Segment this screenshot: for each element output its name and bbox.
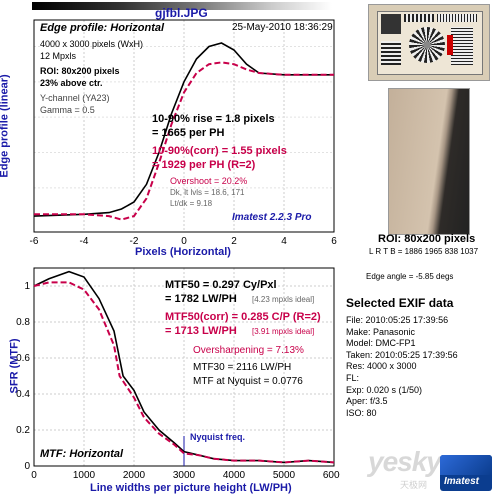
mtf-ytick-label: 1 [24,281,30,292]
edge-above: 23% above ctr. [40,78,103,88]
edge-series-line [34,61,334,221]
edge-xtick-label: 0 [181,236,187,247]
mtf-series-line [33,281,335,464]
mtf-ylabel: SFR (MTF) [8,338,21,394]
exif-line: ISO: 80 [346,407,377,418]
imatest-logo-text: Imatest [444,476,480,487]
mtf-xlabel: Line widths per picture height (LW/PH) [90,482,292,494]
mtf30: MTF30 = 2116 LW/PH [193,362,292,373]
file-title: gjfbl.JPG [155,6,208,20]
mtf50-corr: MTF50(corr) = 0.285 C/P (R=2) [165,311,321,323]
edge-xtick-label: -4 [80,236,89,247]
mtf50-ideal: [4.23 mpxls ideal] [252,295,315,304]
edge-rise-corr-ph: = 1929 per PH (R=2) [152,159,256,171]
edge-size: 4000 x 3000 pixels (WxH) [40,39,144,49]
edge-rise-ph: = 1665 per PH [152,127,225,139]
edge-date: 25-May-2010 18:36:29 [232,22,333,33]
exif-line: Aper: f/3.5 [346,396,388,407]
edge-profile-chart: -6 -4 -2 0 2 4 6 [30,19,337,247]
edge-title: Edge profile: Horizontal [40,22,165,34]
nyquist-label: Nyquist freq. [190,432,246,442]
edge-ylabel: Edge profile (linear) [0,74,11,178]
edge-channel: Y-channel (YA23) [40,93,110,103]
mtf-ytick-label: 0.8 [16,317,30,328]
edge-angle: Edge angle = -5.85 degs [366,272,454,281]
edge-ltdk: Lt/dk = 9.18 [170,199,213,208]
imatest-version-label: Imatest 2.2.3 Pro [232,212,312,223]
edge-xtick-label: 4 [281,236,287,247]
mtf-xtick-label: 5000 [273,470,296,481]
test-chart-thumbnail [368,4,490,81]
exif-line: File: 2010:05:25 17:39:56 [346,315,449,325]
edge-xtick-label: 6 [331,236,337,247]
exif-line: Exp: 0.020 s (1/50) [346,384,423,395]
roi-thumbnail [388,88,470,235]
exif-line: FL: [346,372,360,383]
mtf-ytick-label: 0.6 [16,353,30,364]
edge-xtick-label: -2 [130,236,139,247]
roi-lrtb: L R T B = 1886 1965 838 1037 [369,247,479,256]
mtf50-corr-lw: = 1713 LW/PH [165,325,237,337]
edge-overshoot: Overshoot = 20.2% [170,176,248,186]
yesky-watermark-sub: 天极网 [400,480,428,490]
edge-plot-frame [33,19,335,233]
edge-rise-corr: 10-90%(corr) = 1.55 pixels [152,145,287,157]
oversharpening: Oversharpening = 7.13% [193,345,304,356]
edge-roi: ROI: 80x200 pixels [40,66,120,76]
exif-line: Model: DMC-FP1 [346,338,416,349]
exif-line: Res: 4000 x 3000 [346,361,417,372]
mtf50-corr-ideal: [3.91 mpxls ideal] [252,327,315,336]
mtf-xtick-label: 0 [31,470,37,481]
roi-title: ROI: 80x200 pixels [378,233,476,245]
yesky-watermark: yesky [368,446,442,477]
exif-title: Selected EXIF data [346,296,454,310]
edge-xtick-label: -6 [30,236,39,247]
edge-rise: 10-90% rise = 1.8 pixels [152,113,275,125]
edge-xlabel: Pixels (Horizontal) [135,246,231,258]
mtf-ytick-label: 0.2 [16,425,30,436]
mtf-xtick-label: 3000 [173,470,196,481]
exif-list: File: 2010:05:25 17:39:56 Make: Panasoni… [346,315,458,419]
mtf-xtick-label: 1000 [73,470,96,481]
edge-gamma: Gamma = 0.5 [40,105,95,115]
mtf-xtick-label: 2000 [123,470,146,481]
edge-dk: Dk, lt lvls = 18.6, 171 [170,188,245,197]
mtf-ytick-label: 0.4 [16,389,30,400]
edge-xtick-label: 2 [231,236,237,247]
exif-line: Make: Panasonic [346,326,416,337]
header-gradient-bar [32,2,332,10]
mtf-nyquist: MTF at Nyquist = 0.0776 [193,376,303,387]
mtf-xtick-label: 4000 [223,470,246,481]
mtf-title: MTF: Horizontal [40,448,124,460]
exif-line: Taken: 2010:05:25 17:39:56 [346,349,458,360]
imatest-logo-swoosh [440,455,492,475]
edge-mpxls: 12 Mpxls [40,51,77,61]
mtf-ytick-label: 0 [24,461,30,472]
mtf50-lw: = 1782 LW/PH [165,293,237,305]
imatest-logo: Imatest [440,455,492,491]
mtf50: MTF50 = 0.297 Cy/Pxl [165,279,277,291]
